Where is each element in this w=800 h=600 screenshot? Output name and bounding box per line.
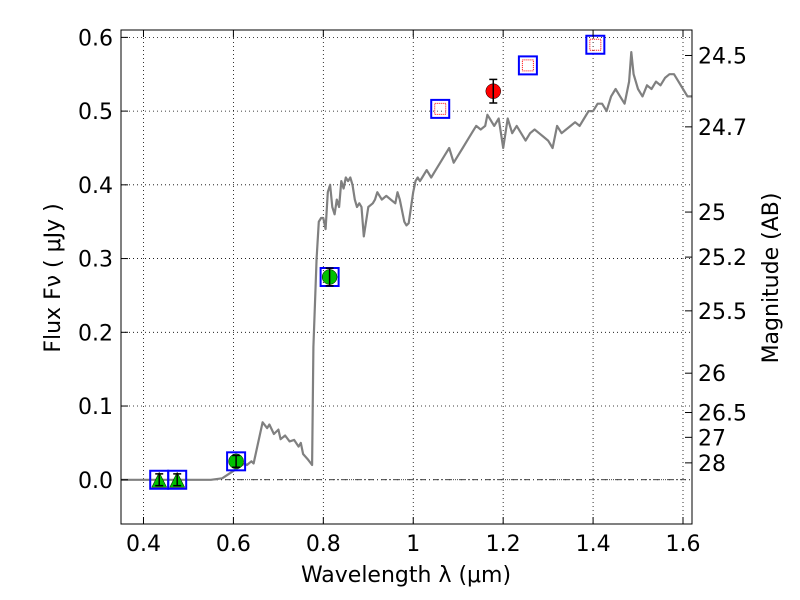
y-tick-label: 0.1 [78,395,113,420]
x-tick-label: 1.6 [666,532,701,557]
y-tick-label: 0.5 [78,100,113,125]
y-tick-label: 0.2 [78,321,113,346]
point-box [226,451,247,472]
x-tick-label: 0.4 [126,532,161,557]
point-box [517,55,538,76]
photometry-point-band-2 [167,469,188,490]
x-tick-label: 0.6 [216,532,251,557]
y-tick-label: 0.0 [78,469,113,494]
photometry-point-band-8 [585,34,606,55]
point-inner-square [589,38,602,51]
plot-frame [120,29,693,525]
magnitude-tick-label: 28 [698,452,726,477]
magnitude-tick-label: 26.5 [698,402,747,427]
magnitude-tick-label: 25 [698,201,726,226]
photometry-layer [149,34,606,490]
x-tick-label: 0.8 [306,532,341,557]
point-box [430,98,451,119]
y-tick-label: 0.3 [78,248,113,273]
x-tick-label: 1 [406,532,420,557]
y-tick-label: 0.4 [78,174,113,199]
magnitude-tick-label: 24.5 [698,44,747,69]
magnitude-tick-label: 27 [698,426,726,451]
spectrum-line-template-spectrum [121,50,692,481]
grid-layer [121,30,692,524]
photometry-point-band-7 [517,55,538,76]
x-tick-label: 1.4 [576,532,611,557]
y-tick-label: 0.6 [78,26,113,51]
magnitude-axis-label: Magnitude (AB) [759,193,784,364]
point-box [167,469,188,490]
x-axis-label: Wavelength λ (μm) [301,563,511,588]
photometry-point-band-5 [430,98,451,119]
y-axis-label: Flux Fν ( μJy ) [41,203,66,352]
magnitude-tick-label: 26 [698,362,726,387]
x-axis-ticks: 0.4 0.6 0.8 1 1.2 1.4 1.6 [126,30,701,557]
magnitude-tick-label: 24.7 [698,116,747,141]
y-axis-ticks: 0.0 0.1 0.2 0.3 0.4 0.5 0.6 [78,26,128,494]
x-tick-label: 1.2 [486,532,521,557]
magnitude-tick-label: 25.2 [698,246,747,271]
spectrum-layer [121,50,692,481]
point-box [585,34,606,55]
photometry-point-band-4 [319,267,340,287]
photometry-point-band-6 [485,78,502,104]
magnitude-tick-label: 25.5 [698,300,747,325]
point-inner-square [521,59,534,72]
point-inner-square [434,102,447,115]
photometry-point-band-3 [226,451,247,472]
